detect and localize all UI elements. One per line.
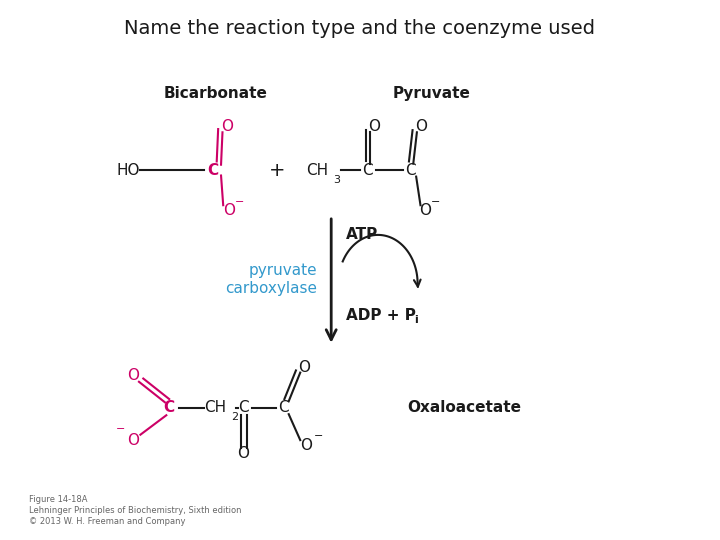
Text: −: − xyxy=(235,198,245,207)
Text: © 2013 W. H. Freeman and Company: © 2013 W. H. Freeman and Company xyxy=(29,517,185,525)
Text: C: C xyxy=(278,400,288,415)
Text: O: O xyxy=(300,438,312,453)
Text: O: O xyxy=(419,203,431,218)
Text: 2: 2 xyxy=(231,413,238,422)
Text: −: − xyxy=(115,424,125,434)
Text: O: O xyxy=(415,119,427,134)
Text: O: O xyxy=(223,203,235,218)
Text: carboxylase: carboxylase xyxy=(225,281,317,296)
Text: Bicarbonate: Bicarbonate xyxy=(164,86,268,102)
Text: C: C xyxy=(238,400,248,415)
Text: O: O xyxy=(369,119,380,134)
Text: O: O xyxy=(127,368,139,383)
Text: −: − xyxy=(314,431,324,441)
Text: C: C xyxy=(405,163,415,178)
Text: i: i xyxy=(414,315,418,325)
Text: pyruvate: pyruvate xyxy=(248,262,317,278)
Text: O: O xyxy=(127,433,139,448)
Text: Oxaloacetate: Oxaloacetate xyxy=(407,400,521,415)
Text: −: − xyxy=(431,198,441,207)
Text: O: O xyxy=(238,446,249,461)
Text: CH: CH xyxy=(306,163,328,178)
Text: ADP + P: ADP + P xyxy=(346,308,415,323)
Text: C: C xyxy=(362,163,372,178)
Text: ATP: ATP xyxy=(346,227,378,242)
Text: C: C xyxy=(163,400,175,415)
Text: 3: 3 xyxy=(333,175,341,185)
Text: Pyruvate: Pyruvate xyxy=(393,86,471,102)
Text: O: O xyxy=(299,360,310,375)
Text: Name the reaction type and the coenzyme used: Name the reaction type and the coenzyme … xyxy=(125,19,595,38)
Text: O: O xyxy=(221,119,233,134)
Text: Figure 14-18A: Figure 14-18A xyxy=(29,495,87,504)
Text: HO: HO xyxy=(117,163,140,178)
Text: CH: CH xyxy=(204,400,226,415)
Text: +: + xyxy=(269,160,285,180)
Text: Lehninger Principles of Biochemistry, Sixth edition: Lehninger Principles of Biochemistry, Si… xyxy=(29,506,241,515)
Text: C: C xyxy=(207,163,218,178)
